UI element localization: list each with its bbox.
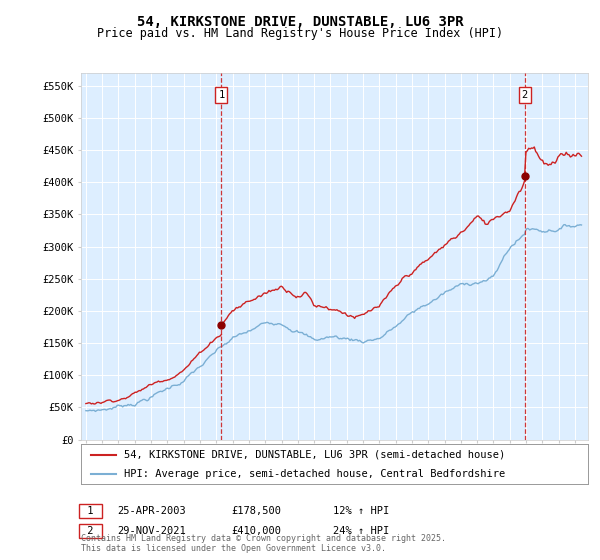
Text: 2: 2 <box>81 526 100 536</box>
Text: 24% ↑ HPI: 24% ↑ HPI <box>333 526 389 536</box>
Text: £410,000: £410,000 <box>231 526 281 536</box>
Text: 2: 2 <box>521 90 528 100</box>
Text: 54, KIRKSTONE DRIVE, DUNSTABLE, LU6 3PR (semi-detached house): 54, KIRKSTONE DRIVE, DUNSTABLE, LU6 3PR … <box>124 450 505 460</box>
Text: 54, KIRKSTONE DRIVE, DUNSTABLE, LU6 3PR: 54, KIRKSTONE DRIVE, DUNSTABLE, LU6 3PR <box>137 15 463 29</box>
Text: 1: 1 <box>81 506 100 516</box>
Text: 12% ↑ HPI: 12% ↑ HPI <box>333 506 389 516</box>
Text: Contains HM Land Registry data © Crown copyright and database right 2025.
This d: Contains HM Land Registry data © Crown c… <box>81 534 446 553</box>
Text: 29-NOV-2021: 29-NOV-2021 <box>117 526 186 536</box>
Text: £178,500: £178,500 <box>231 506 281 516</box>
Text: 25-APR-2003: 25-APR-2003 <box>117 506 186 516</box>
Text: 1: 1 <box>218 90 224 100</box>
Text: HPI: Average price, semi-detached house, Central Bedfordshire: HPI: Average price, semi-detached house,… <box>124 469 505 478</box>
Text: Price paid vs. HM Land Registry's House Price Index (HPI): Price paid vs. HM Land Registry's House … <box>97 27 503 40</box>
